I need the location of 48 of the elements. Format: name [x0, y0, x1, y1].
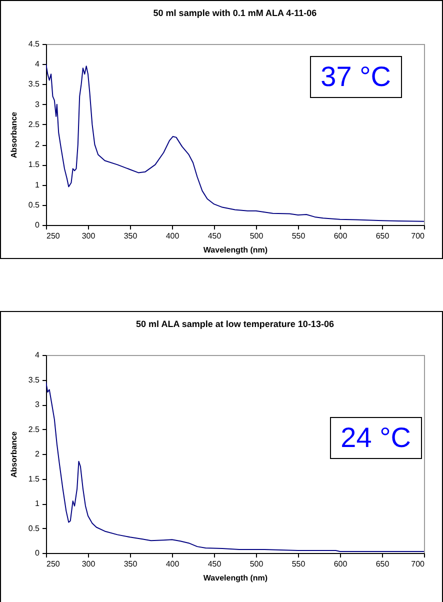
x-tick-label: 500: [250, 560, 264, 568]
y-tick-label: 1.5: [28, 160, 40, 170]
y-tick-label: 2: [35, 450, 40, 458]
x-tick-label: 250: [46, 560, 60, 568]
x-tick-label: 500: [250, 232, 264, 240]
y-tick-label: 3.5: [28, 80, 40, 89]
x-tick-label: 650: [376, 560, 390, 568]
x-tick-label: 300: [82, 232, 96, 240]
y-tick-label: 3: [35, 400, 40, 409]
y-axis-title: Absorbance: [9, 430, 18, 478]
chart-title: 50 ml ALA sample at low temperature 10-13-06: [136, 319, 334, 329]
chart-title: 50 ml sample with 0.1 mM ALA 4-11-06: [153, 8, 317, 18]
y-tick-label: 4: [35, 60, 40, 69]
x-tick-label: 700: [411, 232, 426, 240]
x-tick-label: 700: [411, 560, 426, 568]
y-tick-label: 1: [35, 180, 40, 190]
y-tick-label: 4: [35, 350, 40, 360]
y-tick-label: 1: [35, 499, 40, 508]
y-tick-label: 0.5: [28, 524, 40, 533]
y-tick-label: 0: [35, 548, 40, 558]
x-tick-label: 550: [292, 560, 306, 568]
y-axis-title: Absorbance: [9, 111, 18, 158]
x-tick-label: 250: [46, 232, 60, 240]
x-tick-label: 350: [124, 560, 138, 568]
x-axis-title: Wavelength (nm): [203, 246, 268, 254]
x-axis-title: Wavelength (nm): [203, 574, 268, 582]
x-tick-label: 600: [334, 560, 348, 568]
x-tick-label: 550: [292, 232, 306, 240]
y-tick-label: 0: [35, 220, 40, 230]
annotation: 24 °C: [330, 417, 422, 459]
x-tick-label: 400: [166, 560, 180, 568]
y-tick-label: 1.5: [28, 474, 40, 484]
y-tick-label: 3: [35, 100, 40, 109]
line-series: [46, 64, 424, 222]
y-tick-label: 2: [35, 140, 40, 150]
x-tick-label: 450: [208, 232, 222, 240]
y-tick-label: 0.5: [28, 200, 40, 210]
y-tick-label: 2.5: [28, 120, 40, 129]
x-tick-label: 600: [334, 232, 348, 240]
y-tick-label: 4.5: [28, 40, 40, 48]
y-tick-label: 2.5: [28, 424, 40, 434]
annotation: 37 °C: [310, 56, 402, 98]
x-tick-label: 400: [166, 232, 180, 240]
x-tick-label: 350: [124, 232, 138, 240]
x-tick-label: 650: [376, 232, 390, 240]
x-tick-label: 300: [82, 560, 96, 568]
y-tick-label: 3.5: [28, 375, 40, 384]
x-tick-label: 450: [208, 560, 222, 568]
